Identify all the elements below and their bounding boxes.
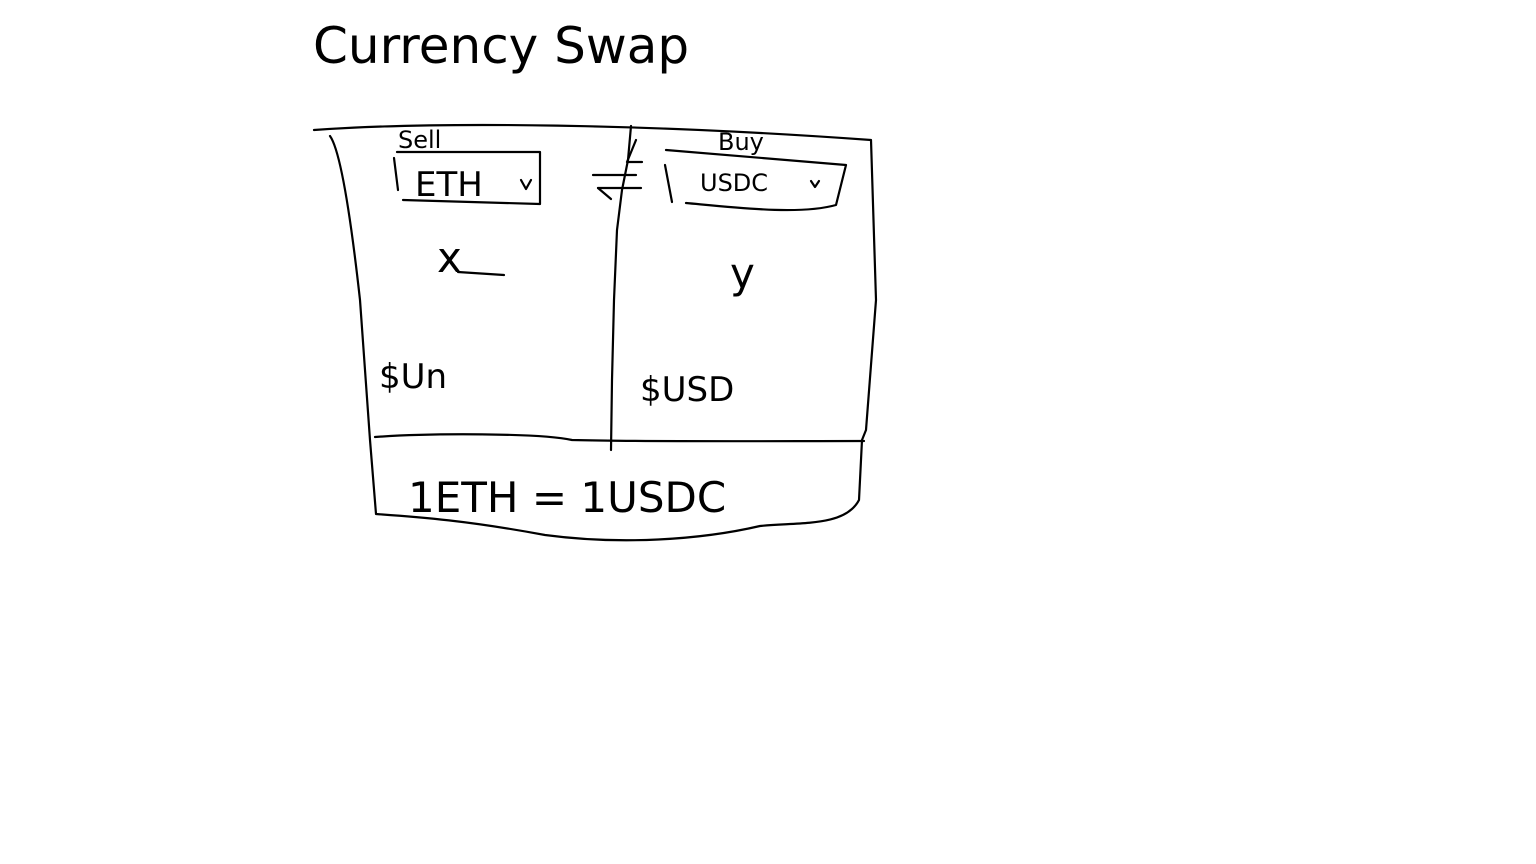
swap-arrow-up: [625, 138, 644, 164]
sell-select-box: [395, 150, 542, 206]
buy-amount[interactable]: y: [730, 249, 755, 298]
swap-card-outline: [312, 123, 878, 542]
buy-select-box: [664, 148, 848, 212]
exchange-rate: 1ETH = 1USDC: [408, 473, 726, 522]
rate-divider: [373, 433, 866, 443]
sell-token-value: ETH: [415, 165, 483, 205]
page-title: Currency Swap: [313, 17, 689, 75]
sell-usd-value: $Un: [379, 357, 447, 397]
swap-arrows-icon[interactable]: [591, 138, 644, 201]
buy-token-value: USDC: [700, 169, 768, 197]
buy-token-select[interactable]: USDC: [663, 148, 848, 212]
buy-usd-value: $USD: [640, 370, 734, 410]
chevron-down-icon: [519, 178, 533, 191]
swap-arrow-down: [596, 186, 613, 201]
sell-select-left-edge: [392, 156, 400, 192]
buy-label: Buy: [718, 128, 764, 156]
chevron-down-icon: [809, 179, 821, 189]
sell-amount-underline: [456, 270, 506, 277]
buy-select-left-edge: [663, 163, 674, 204]
sell-amount[interactable]: x: [437, 233, 462, 282]
sell-token-select[interactable]: ETH: [392, 150, 542, 206]
sell-label: Sell: [398, 126, 441, 154]
